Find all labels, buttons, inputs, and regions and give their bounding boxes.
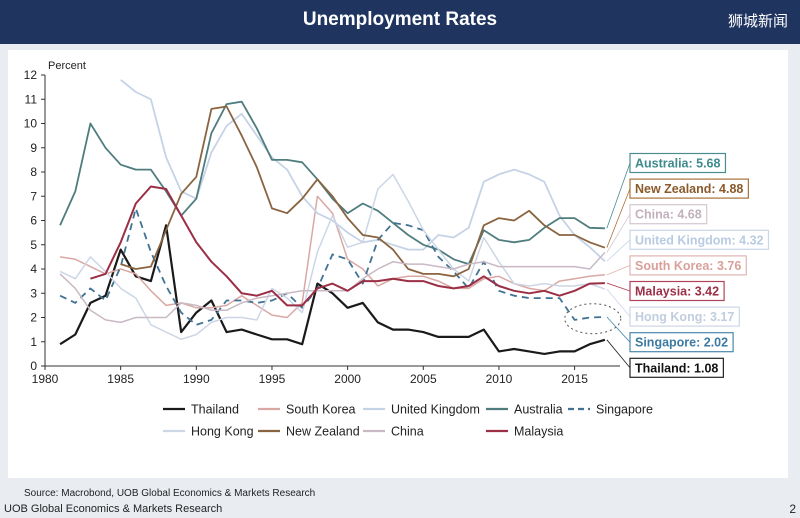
legend-label: Singapore — [596, 403, 653, 417]
end-label-text: New Zealand: 4.88 — [635, 182, 743, 196]
end-label: South Korea: 3.76 — [629, 255, 747, 276]
y-tick-label: 9 — [30, 141, 37, 155]
watermark-text: 狮城新闻 — [727, 12, 788, 30]
end-label: United Kingdom: 4.32 — [629, 229, 770, 250]
end-label: Singapore: 2.02 — [629, 332, 734, 353]
series-line-hong-kong — [59, 173, 606, 341]
chart-panel: 0 1 2 3 4 5 6 7 8 9 10 11 12 1980 1985 1990 1995 2000 2005… — [8, 50, 788, 499]
y-tick-label: 0 — [30, 359, 37, 373]
series-line-australia — [59, 100, 605, 265]
legend-label: China — [391, 425, 424, 439]
end-label: New Zealand: 4.88 — [629, 178, 749, 199]
end-label-text: Singapore: 2.02 — [635, 336, 728, 350]
end-label-text: Hong Kong: 3.17 — [635, 310, 734, 324]
y-tick-label: 11 — [25, 92, 38, 106]
x-tick-label: 1985 — [107, 372, 134, 386]
end-label-box — [629, 178, 749, 199]
y-tick-label: 5 — [30, 238, 37, 252]
end-label-connector — [606, 239, 631, 262]
end-label: Thailand: 1.08 — [629, 357, 724, 378]
highlight-ellipse — [564, 303, 622, 335]
legend-label: Thailand — [191, 403, 239, 417]
legend-label: Hong Kong — [191, 425, 254, 439]
end-label-connector — [606, 213, 631, 253]
x-tick-label: 1980 — [32, 372, 59, 386]
series-line-malaysia — [90, 185, 605, 307]
y-tick-label: 10 — [24, 117, 38, 131]
series-line-new-zealand — [120, 105, 606, 278]
end-label-box — [629, 357, 724, 378]
end-label-box — [629, 280, 725, 302]
legend-label: Malaysia — [514, 425, 563, 439]
end-label: Malaysia: 3.42 — [629, 280, 725, 302]
y-axis-label: Percent — [48, 60, 86, 72]
source-note: Source: Macrobond, UOB Global Economics … — [24, 488, 316, 499]
x-tick-label: 1995 — [259, 372, 286, 386]
x-tick-label: 2005 — [410, 372, 437, 386]
end-label-connector — [606, 316, 631, 343]
legend-label: United Kingdom — [391, 403, 480, 417]
y-tick-label: 6 — [30, 214, 37, 228]
legend-label: New Zealand — [286, 425, 360, 439]
end-label: Hong Kong: 3.17 — [629, 306, 740, 327]
end-label-box — [629, 332, 734, 353]
end-label-text: China: 4.68 — [635, 208, 702, 222]
end-label: China: 4.68 — [629, 204, 708, 225]
end-label-text: Thailand: 1.08 — [635, 361, 718, 375]
series-line-singapore — [59, 207, 605, 326]
end-label-box — [629, 204, 708, 225]
end-label-connector — [606, 288, 631, 317]
end-label-text: United Kingdom: 4.32 — [635, 233, 764, 247]
y-tick-label: 8 — [30, 165, 37, 179]
legend-label: Australia — [514, 403, 563, 417]
end-label-box — [629, 229, 770, 250]
end-label: Australia: 5.68 — [629, 152, 727, 174]
end-label-connector — [606, 339, 631, 369]
series-line-thailand — [59, 224, 606, 355]
end-label-connector — [606, 265, 631, 276]
y-tick-label: 7 — [30, 189, 37, 203]
y-tick-label: 2 — [30, 311, 37, 325]
end-label-text: Australia: 5.68 — [635, 157, 721, 171]
end-label-connector — [606, 188, 631, 248]
footer-text: UOB Global Economics & Markets Research — [4, 503, 223, 515]
end-label-box — [629, 152, 727, 174]
x-tick-label: 2000 — [334, 372, 361, 386]
end-label-text: Malaysia: 3.42 — [635, 285, 719, 299]
y-tick-label: 3 — [30, 286, 37, 300]
y-tick-label: 1 — [30, 335, 37, 349]
legend-label: South Korea — [286, 403, 356, 417]
x-tick-label: 2015 — [561, 372, 588, 386]
end-label-text: South Korea: 3.76 — [635, 259, 741, 273]
y-tick-label: 4 — [30, 262, 37, 276]
end-label-connector — [606, 162, 631, 229]
end-label-box — [629, 306, 740, 327]
series-line-china — [59, 251, 606, 324]
x-tick-label: 2010 — [486, 372, 513, 386]
header-bar: Unemployment Rates 狮城新闻 — [0, 0, 800, 44]
chart-title: Unemployment Rates — [302, 9, 498, 30]
page-number: 2 — [789, 502, 796, 516]
end-label-box — [629, 255, 747, 276]
x-tick-label: 1990 — [183, 372, 210, 386]
y-tick-label: 12 — [24, 68, 38, 82]
end-label-connector — [606, 282, 631, 292]
